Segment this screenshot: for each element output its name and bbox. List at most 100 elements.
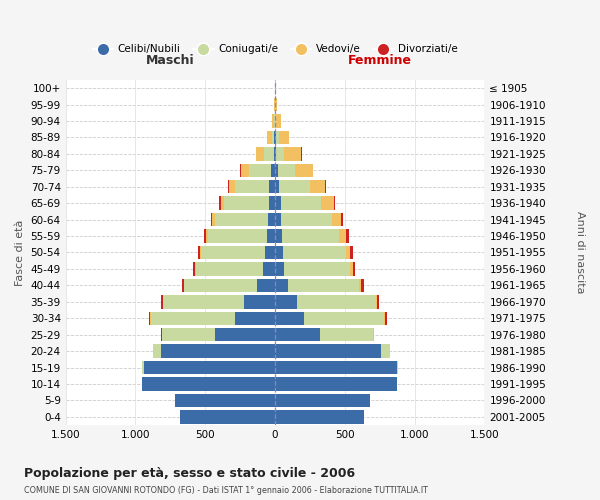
Bar: [221, 196, 224, 210]
Bar: [180, 410, 275, 424]
Bar: [268, 130, 272, 144]
Y-axis label: Fasce di età: Fasce di età: [15, 220, 25, 286]
Text: Maschi: Maschi: [146, 54, 194, 66]
Bar: [235, 180, 269, 194]
Text: COMUNE DI SAN GIOVANNI ROTONDO (FG) - Dati ISTAT 1° gennaio 2006 - Elaborazione : COMUNE DI SAN GIOVANNI ROTONDO (FG) - Da…: [24, 486, 428, 495]
Bar: [275, 130, 276, 144]
Bar: [279, 180, 310, 194]
Bar: [265, 246, 275, 259]
Bar: [397, 361, 398, 374]
Bar: [142, 378, 275, 391]
Bar: [272, 130, 274, 144]
Bar: [267, 230, 275, 243]
Bar: [275, 394, 370, 407]
Bar: [235, 312, 275, 325]
Bar: [195, 262, 196, 276]
Bar: [274, 130, 275, 144]
Bar: [310, 180, 325, 194]
Bar: [381, 344, 389, 358]
Bar: [144, 361, 275, 374]
Y-axis label: Anni di nascita: Anni di nascita: [575, 211, 585, 294]
Bar: [320, 328, 373, 342]
Bar: [197, 246, 200, 259]
Bar: [341, 213, 343, 226]
Bar: [275, 180, 279, 194]
Bar: [298, 295, 376, 308]
Bar: [184, 278, 257, 292]
Bar: [334, 196, 335, 210]
Bar: [350, 246, 353, 259]
Bar: [284, 147, 301, 160]
Bar: [384, 312, 385, 325]
Bar: [269, 196, 275, 210]
Bar: [224, 196, 269, 210]
Bar: [275, 278, 287, 292]
Bar: [301, 147, 302, 160]
Bar: [281, 196, 321, 210]
Bar: [142, 361, 144, 374]
Bar: [196, 262, 263, 276]
Bar: [304, 312, 384, 325]
Bar: [248, 164, 271, 177]
Bar: [193, 262, 195, 276]
Bar: [373, 328, 374, 342]
Bar: [275, 410, 364, 424]
Bar: [153, 344, 161, 358]
Bar: [340, 230, 346, 243]
Bar: [263, 262, 275, 276]
Bar: [332, 213, 341, 226]
Bar: [361, 278, 364, 292]
Bar: [385, 312, 388, 325]
Bar: [275, 98, 277, 111]
Bar: [212, 213, 215, 226]
Text: Femmine: Femmine: [348, 54, 412, 66]
Bar: [229, 180, 235, 194]
Bar: [161, 328, 162, 342]
Bar: [274, 114, 275, 128]
Bar: [244, 295, 275, 308]
Bar: [240, 164, 241, 177]
Bar: [271, 164, 275, 177]
Bar: [228, 180, 229, 194]
Bar: [277, 147, 284, 160]
Legend: Celibi/Nubili, Coniugati/e, Vedovi/e, Divorziati/e: Celibi/Nubili, Coniugati/e, Vedovi/e, Di…: [88, 40, 461, 58]
Bar: [151, 312, 235, 325]
Bar: [219, 196, 221, 210]
Bar: [162, 328, 215, 342]
Bar: [275, 114, 277, 128]
Bar: [282, 230, 340, 243]
Bar: [161, 295, 163, 308]
Bar: [276, 130, 278, 144]
Bar: [277, 114, 281, 128]
Bar: [284, 262, 350, 276]
Bar: [200, 246, 201, 259]
Bar: [275, 246, 283, 259]
Bar: [287, 278, 359, 292]
Bar: [346, 230, 349, 243]
Bar: [256, 147, 264, 160]
Bar: [163, 295, 244, 308]
Bar: [350, 262, 353, 276]
Bar: [201, 246, 265, 259]
Bar: [206, 230, 208, 243]
Bar: [264, 147, 274, 160]
Bar: [275, 361, 397, 374]
Bar: [275, 378, 397, 391]
Bar: [278, 130, 289, 144]
Bar: [269, 180, 275, 194]
Bar: [275, 196, 281, 210]
Bar: [215, 213, 268, 226]
Bar: [161, 344, 275, 358]
Bar: [275, 262, 284, 276]
Bar: [275, 147, 277, 160]
Bar: [278, 164, 295, 177]
Bar: [353, 262, 355, 276]
Bar: [321, 196, 334, 210]
Bar: [275, 230, 282, 243]
Bar: [359, 278, 361, 292]
Bar: [275, 328, 320, 342]
Bar: [346, 246, 350, 259]
Bar: [257, 278, 275, 292]
Bar: [283, 246, 346, 259]
Bar: [204, 230, 206, 243]
